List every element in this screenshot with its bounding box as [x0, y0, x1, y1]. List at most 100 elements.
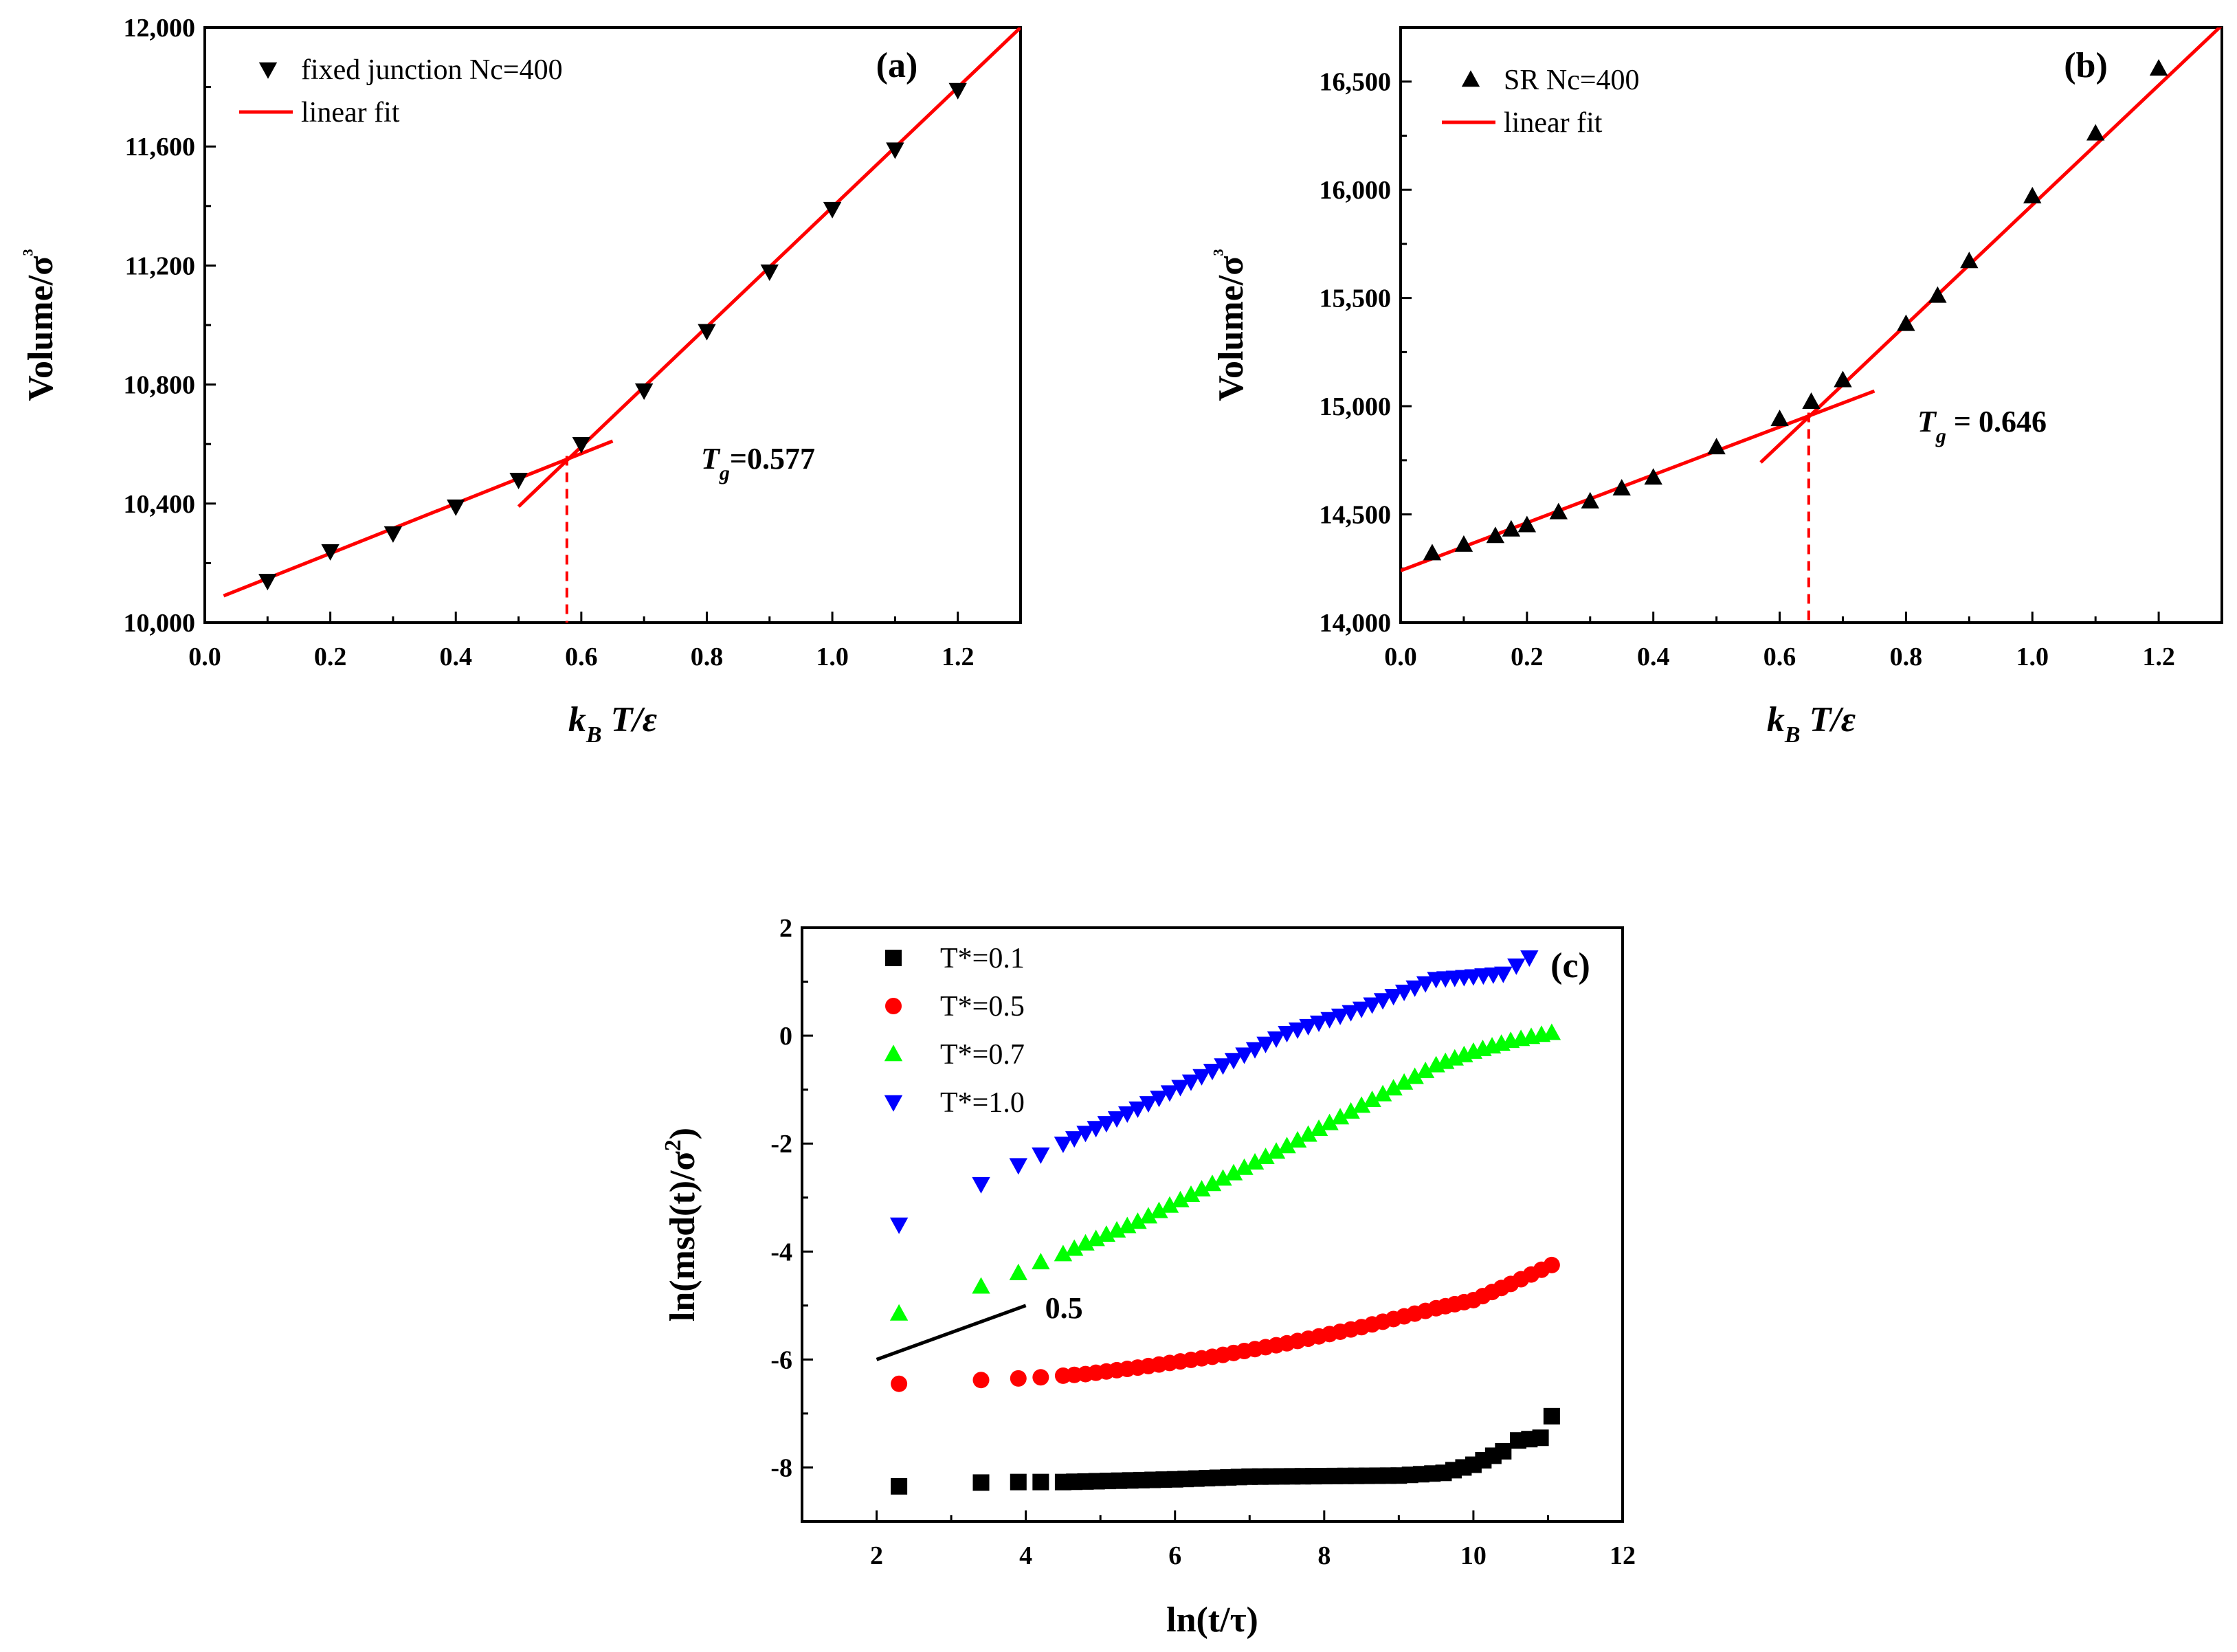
panel-a-chart: 0.0 0.2 0.4 0.6 0.8 1.0 1.2 10,000 10,400 10,800 1…: [19, 14, 1022, 748]
data-point: [1235, 1158, 1254, 1175]
x-tick-label: 0.0: [188, 643, 221, 671]
data-point: [1834, 370, 1852, 388]
x-tick-label: 0.6: [565, 643, 598, 671]
data-point: [948, 82, 967, 100]
data-point: [1405, 1067, 1424, 1084]
data-point: [1352, 1096, 1371, 1113]
x-axis-label: kB T/ε: [568, 700, 657, 748]
data-point: [760, 264, 779, 281]
legend-label: T*=0.1: [940, 943, 1025, 974]
x-tick-label: 4: [1019, 1541, 1032, 1570]
data-point: [1352, 1001, 1371, 1018]
y-tick-label: 11,200: [125, 252, 195, 280]
data-point: [1278, 1137, 1296, 1154]
data-point: [1581, 491, 1599, 509]
data-point: [1394, 1073, 1414, 1090]
data-point: [2149, 59, 2168, 76]
data-point: [321, 544, 340, 561]
data-point: [972, 1277, 990, 1294]
y-tick-label: -6: [770, 1346, 792, 1374]
data-point: [1342, 1102, 1360, 1119]
data-point: [1010, 1473, 1027, 1491]
data-point: [1542, 1023, 1561, 1040]
x-tick-label: 0.0: [1384, 643, 1417, 671]
data-point: [1278, 1025, 1296, 1042]
panel-label: (a): [876, 46, 918, 85]
data-point: [1203, 1174, 1222, 1192]
data-point: [891, 1477, 908, 1495]
x-tick-label: 2: [870, 1541, 883, 1570]
data-point: [972, 1176, 990, 1194]
data-point: [1214, 1169, 1232, 1186]
data-point: [1097, 1116, 1116, 1133]
data-point: [1256, 1036, 1275, 1053]
data-point: [1087, 1229, 1105, 1247]
fit-line: [1401, 389, 1876, 572]
data-point: [1770, 410, 1789, 427]
data-point: [1150, 1091, 1168, 1108]
data-point: [1087, 1121, 1105, 1138]
data-point: [1309, 1119, 1328, 1137]
data-point: [1245, 1152, 1265, 1170]
x-tick-label: 0.2: [314, 643, 347, 671]
data-point: [1320, 1012, 1339, 1029]
legend-marker: [885, 950, 902, 966]
x-tick-label: 6: [1168, 1541, 1181, 1570]
data-point: [1802, 392, 1821, 409]
data-point: [1128, 1101, 1147, 1118]
x-tick-label: 0.8: [1890, 643, 1923, 671]
data-point: [1139, 1207, 1158, 1224]
data-point: [1549, 502, 1568, 520]
data-point: [972, 1474, 990, 1491]
data-point: [1612, 478, 1631, 495]
x-tick-label: 0.8: [691, 643, 724, 671]
data-point: [886, 142, 904, 159]
y-tick-label: 15,500: [1320, 284, 1392, 313]
data-point: [1192, 1069, 1211, 1086]
data-point: [1309, 1015, 1328, 1032]
legend-marker: [258, 62, 278, 79]
y-tick-label: 11,600: [125, 133, 195, 161]
y-tick-label: -4: [770, 1238, 792, 1266]
legend-label: SR Nc=400: [1504, 65, 1640, 96]
data-point: [1032, 1473, 1049, 1491]
legend-label: linear fit: [301, 97, 400, 129]
data-point: [1416, 976, 1435, 993]
data-point: [1331, 1008, 1350, 1025]
data-point: [1224, 1163, 1243, 1181]
x-axis-label: kB T/ε: [1767, 700, 1856, 748]
data-point: [1502, 520, 1521, 537]
data-point: [1032, 1253, 1050, 1270]
data-point: [1331, 1108, 1350, 1125]
data-point: [1394, 984, 1414, 1001]
data-point: [634, 383, 654, 401]
x-tick-label: 1.0: [816, 643, 849, 671]
data-point: [972, 1372, 990, 1389]
data-point: [1032, 1369, 1049, 1386]
data-point: [1245, 1042, 1265, 1059]
legend: T*=0.1 T*=0.5 T*=0.7 T*=1.0: [884, 943, 1025, 1119]
data-point: [1171, 1190, 1190, 1207]
legend: fixed junction Nc=400 linear fit: [239, 54, 563, 129]
data-point: [1118, 1106, 1137, 1123]
data-point: [1107, 1220, 1126, 1238]
data-point: [1288, 1130, 1307, 1148]
y-tick-label: 2: [779, 914, 792, 943]
data-point: [1644, 468, 1662, 485]
plot-frame: [801, 926, 1624, 1523]
legend-marker: [885, 998, 902, 1014]
x-axis-label: ln(t/τ): [1166, 1600, 1258, 1640]
y-tick-label: 10,800: [124, 371, 196, 400]
data-point: [1054, 1244, 1073, 1262]
data-point: [1160, 1085, 1179, 1102]
data-point: [1235, 1047, 1254, 1064]
legend-label: T*=0.7: [940, 1039, 1025, 1071]
legend: SR Nc=400 linear fit: [1442, 65, 1640, 139]
tg-annotation: Tg = 0.646: [1917, 405, 2047, 447]
data-point: [1224, 1053, 1243, 1070]
data-point: [258, 574, 277, 591]
data-point: [1010, 1370, 1027, 1387]
data-point: [1486, 526, 1505, 544]
panel-label: (b): [2064, 46, 2108, 85]
